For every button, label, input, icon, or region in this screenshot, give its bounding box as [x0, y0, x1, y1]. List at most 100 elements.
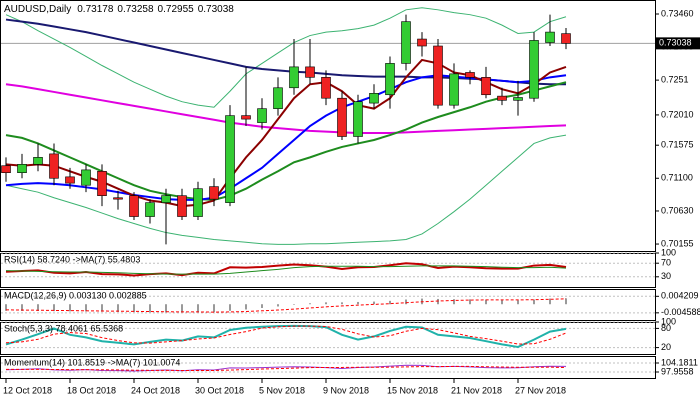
- histogram-bar: [21, 304, 23, 311]
- x-tick-label: 21 Nov 2018: [451, 385, 502, 395]
- x-tick-label: 5 Nov 2018: [259, 385, 305, 395]
- price-label-box: [656, 37, 700, 50]
- histogram-bar: [181, 304, 183, 313]
- candle-body: [257, 108, 267, 123]
- candle-body: [545, 31, 555, 43]
- candle-body: [113, 197, 123, 200]
- x-tick-label: 18 Oct 2018: [67, 385, 116, 395]
- candle-body: [289, 66, 299, 89]
- x-tick-label: 27 Nov 2018: [515, 385, 566, 395]
- y-tick-label: 0.004209: [661, 291, 699, 301]
- close-value: 0.73038: [198, 4, 235, 15]
- histogram-bar: [245, 304, 247, 310]
- price-label: 0.73038: [659, 38, 692, 48]
- histogram-bar: [37, 304, 39, 311]
- histogram-bar: [277, 304, 279, 307]
- indicator-line: [5, 81, 567, 201]
- candle-body: [337, 97, 347, 137]
- histogram-bar: [5, 304, 7, 311]
- low-value: 0.72955: [158, 4, 195, 15]
- histogram-bar: [549, 298, 551, 305]
- candle-body: [385, 63, 395, 96]
- histogram-bar: [53, 304, 55, 312]
- indicator-line: [5, 364, 567, 372]
- candle-body: [17, 164, 27, 173]
- symbol: AUDUSD,Daily: [4, 4, 71, 15]
- histogram-bar: [453, 299, 455, 305]
- candle-body: [353, 101, 363, 137]
- candle-body: [305, 66, 315, 78]
- y-tick-label: 70: [661, 258, 671, 268]
- y-tick-label: 30: [661, 271, 671, 281]
- candle-body: [529, 40, 539, 99]
- candle-body: [449, 73, 459, 106]
- candle-body: [1, 165, 11, 173]
- indicator-line: [5, 7, 567, 108]
- y-tick-label: 97.9558: [661, 366, 694, 376]
- histogram-bar: [117, 304, 119, 312]
- y-tick-label: -0.004588: [661, 307, 700, 317]
- histogram-bar: [485, 299, 487, 305]
- indicator-line: [5, 83, 567, 135]
- candle-body: [241, 115, 251, 120]
- candle-body: [177, 195, 187, 217]
- y-tick-label: 100: [661, 247, 676, 257]
- panel-frame: [0, 289, 656, 321]
- indicator-line: [6, 365, 567, 371]
- indicator-line: [5, 262, 567, 277]
- panel-title: MACD(12,26,9) 0.003130 0.002885: [4, 290, 147, 300]
- candle-body: [497, 95, 507, 101]
- y-tick-label: 104.1811: [661, 357, 698, 367]
- histogram-bar: [469, 299, 471, 305]
- histogram-bar: [133, 304, 135, 313]
- candle-body: [481, 77, 491, 96]
- candle-body: [225, 115, 235, 203]
- candle-body: [193, 188, 203, 217]
- indicator-line: [5, 134, 567, 245]
- candle-body: [81, 169, 91, 186]
- y-tick-label: 0.71100: [661, 173, 693, 183]
- candle-body: [129, 195, 139, 217]
- candle-body: [49, 153, 59, 179]
- panel-frame: [0, 322, 656, 355]
- candle-body: [65, 176, 75, 184]
- histogram-bar: [437, 298, 439, 305]
- candle-body: [465, 72, 475, 78]
- histogram-bar: [213, 304, 215, 313]
- histogram-bar: [309, 303, 311, 305]
- x-tick-label: 24 Oct 2018: [131, 385, 180, 395]
- panel-frame: [0, 0, 656, 252]
- y-tick-label: 0.71575: [661, 140, 694, 150]
- candle-body: [513, 97, 523, 101]
- x-tick-label: 30 Oct 2018: [195, 385, 244, 395]
- histogram-bar: [565, 298, 567, 305]
- histogram-bar: [501, 300, 503, 305]
- indicator-line: [5, 265, 567, 275]
- candle-body: [33, 157, 43, 165]
- histogram-bar: [389, 300, 391, 305]
- candle-body: [273, 87, 283, 109]
- histogram-bar: [325, 302, 327, 305]
- indicator-line: [5, 298, 567, 313]
- y-tick-label: 80: [661, 323, 671, 333]
- histogram-bar: [85, 304, 87, 312]
- y-tick-label: 0.72010: [661, 109, 694, 119]
- histogram-bar: [373, 301, 375, 305]
- panel-title: Momentum(14) 101.8519 ->MA(7) 101.0074: [4, 357, 180, 367]
- histogram-bar: [229, 304, 231, 311]
- candle-body: [433, 45, 443, 106]
- histogram-bar: [261, 304, 263, 308]
- histogram-bar: [357, 301, 359, 305]
- candle-body: [321, 77, 331, 99]
- y-tick-label: 0.7251: [661, 74, 689, 84]
- panel-title: RSI(14) 58.7240 ->MA(7) 55.4803: [4, 254, 140, 264]
- candle-body: [145, 202, 155, 217]
- histogram-bar: [69, 304, 71, 312]
- candle-body: [97, 171, 107, 196]
- histogram-bar: [341, 302, 343, 305]
- y-tick-label: 20: [661, 342, 671, 352]
- candle-body: [561, 33, 571, 44]
